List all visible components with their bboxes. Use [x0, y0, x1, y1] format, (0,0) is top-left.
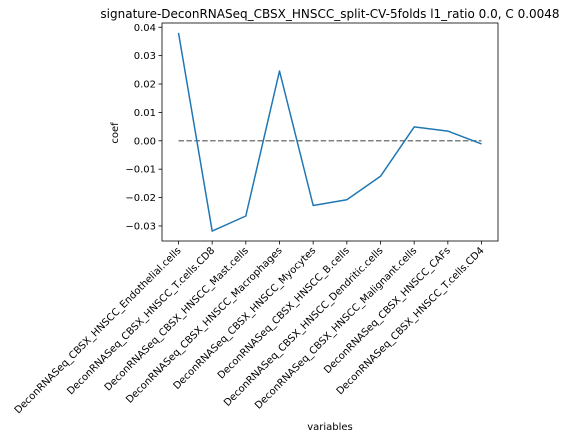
chart-title: signature-DeconRNASeq_CBSX_HNSCC_split-C…: [100, 7, 559, 21]
axes-frame: [161, 22, 499, 242]
y-tick-label: 0.00: [134, 136, 156, 147]
y-tick-label: 0.04: [134, 23, 156, 34]
x-axis-label: variables: [307, 422, 353, 433]
x-tick-label: DeconRNASeq_CBSX_HNSCC_Dendritic.cells: [222, 245, 386, 409]
y-tick-label: −0.01: [125, 165, 156, 176]
y-tick-label: −0.02: [125, 193, 156, 204]
y-axis-ticks: −0.03 −0.02 −0.01 0.00 0.01 0.02 0.03 0.04: [125, 23, 162, 232]
x-tick-label: DeconRNASeq_CBSX_HNSCC_Macrophages: [124, 245, 284, 405]
x-tick-label: DeconRNASeq_CBSX_HNSCC_CAFs: [322, 245, 453, 376]
y-tick-label: 0.02: [134, 80, 156, 91]
y-tick-label: 0.01: [134, 108, 156, 119]
plot-area: [177, 32, 482, 232]
x-axis-ticks: DeconRNASeq_CBSX_HNSCC_Endothelial.cells…: [13, 241, 487, 416]
series-line: [177, 32, 482, 232]
y-tick-label: −0.03: [125, 221, 156, 232]
y-axis-label: coef: [110, 122, 121, 144]
y-tick-label: 0.03: [134, 51, 156, 62]
